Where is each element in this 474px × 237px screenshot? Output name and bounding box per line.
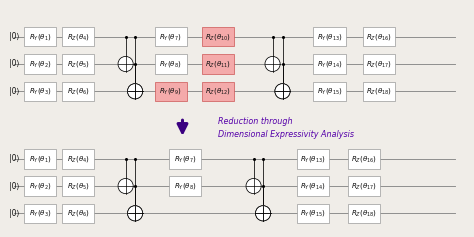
Text: $R_{Y}(\theta_3)$: $R_{Y}(\theta_3)$ (29, 86, 52, 96)
Ellipse shape (128, 84, 143, 99)
Text: $R_{Z}(\theta_{16})$: $R_{Z}(\theta_{16})$ (366, 32, 392, 42)
Text: $R_{Z}(\theta_{12})$: $R_{Z}(\theta_{12})$ (205, 86, 231, 96)
Bar (313, 54, 346, 74)
Bar (62, 27, 94, 46)
Bar (348, 176, 380, 196)
Bar (169, 149, 201, 169)
Bar (348, 149, 380, 169)
Text: $R_{Y}(\theta_2)$: $R_{Y}(\theta_2)$ (29, 181, 52, 191)
Bar (62, 149, 94, 169)
Bar (297, 204, 329, 223)
Text: $R_{Y}(\theta_{13})$: $R_{Y}(\theta_{13})$ (300, 154, 326, 164)
Text: $R_{Y}(\theta_{13})$: $R_{Y}(\theta_{13})$ (317, 32, 342, 42)
Bar (24, 204, 56, 223)
Bar (297, 149, 329, 169)
Text: $R_{Z}(\theta_6)$: $R_{Z}(\theta_6)$ (67, 86, 90, 96)
Ellipse shape (128, 84, 143, 99)
Bar (62, 204, 94, 223)
Text: |0⟩: |0⟩ (9, 87, 19, 96)
Text: $R_{Z}(\theta_5)$: $R_{Z}(\theta_5)$ (67, 59, 90, 69)
Bar (24, 149, 56, 169)
Text: $R_{Z}(\theta_5)$: $R_{Z}(\theta_5)$ (67, 181, 90, 191)
Bar (313, 27, 346, 46)
Bar (363, 27, 395, 46)
Bar (24, 54, 56, 74)
Text: $R_{Z}(\theta_{17})$: $R_{Z}(\theta_{17})$ (366, 59, 392, 69)
Ellipse shape (255, 206, 271, 221)
Text: $R_{Z}(\theta_4)$: $R_{Z}(\theta_4)$ (67, 32, 90, 42)
Bar (155, 82, 187, 101)
Bar (24, 82, 56, 101)
Text: $R_{Y}(\theta_3)$: $R_{Y}(\theta_3)$ (29, 208, 52, 218)
Ellipse shape (118, 178, 133, 194)
Text: $R_{Z}(\theta_{16})$: $R_{Z}(\theta_{16})$ (351, 154, 377, 164)
Text: |0⟩: |0⟩ (9, 59, 19, 68)
Bar (202, 27, 234, 46)
Text: |0⟩: |0⟩ (9, 182, 19, 191)
Text: $R_{Z}(\theta_{18})$: $R_{Z}(\theta_{18})$ (366, 86, 392, 96)
Bar (169, 176, 201, 196)
Bar (348, 204, 380, 223)
Bar (363, 54, 395, 74)
Text: $R_{Z}(\theta_{10})$: $R_{Z}(\theta_{10})$ (205, 32, 231, 42)
Text: $R_{Y}(\theta_8)$: $R_{Y}(\theta_8)$ (173, 181, 196, 191)
Text: $R_{Y}(\theta_7)$: $R_{Y}(\theta_7)$ (159, 32, 182, 42)
Bar (24, 27, 56, 46)
Text: $R_{Y}(\theta_{15})$: $R_{Y}(\theta_{15})$ (300, 208, 326, 218)
Text: $R_{Z}(\theta_4)$: $R_{Z}(\theta_4)$ (67, 154, 90, 164)
Text: |0⟩: |0⟩ (9, 209, 19, 218)
Text: Reduction through
Dimensional Expressivity Analysis: Reduction through Dimensional Expressivi… (218, 117, 354, 139)
Bar (202, 54, 234, 74)
Text: $R_{Y}(\theta_2)$: $R_{Y}(\theta_2)$ (29, 59, 52, 69)
Ellipse shape (118, 56, 133, 72)
Bar (62, 82, 94, 101)
Text: $R_{Y}(\theta_{14})$: $R_{Y}(\theta_{14})$ (300, 181, 326, 191)
Ellipse shape (275, 84, 290, 99)
Bar (155, 54, 187, 74)
Ellipse shape (275, 84, 290, 99)
Text: $R_{Z}(\theta_{18})$: $R_{Z}(\theta_{18})$ (351, 208, 377, 218)
Bar (313, 82, 346, 101)
Bar (202, 82, 234, 101)
Text: $R_{Y}(\theta_9)$: $R_{Y}(\theta_9)$ (159, 86, 182, 96)
Ellipse shape (128, 206, 143, 221)
Text: $R_{Y}(\theta_8)$: $R_{Y}(\theta_8)$ (159, 59, 182, 69)
Text: $R_{Y}(\theta_{14})$: $R_{Y}(\theta_{14})$ (317, 59, 342, 69)
Text: $R_{Y}(\theta_{15})$: $R_{Y}(\theta_{15})$ (317, 86, 342, 96)
Text: |0⟩: |0⟩ (9, 154, 19, 163)
Text: |0⟩: |0⟩ (9, 32, 19, 41)
Bar (62, 176, 94, 196)
Ellipse shape (255, 206, 271, 221)
Ellipse shape (128, 206, 143, 221)
Bar (62, 54, 94, 74)
Ellipse shape (265, 56, 280, 72)
Text: $R_{Y}(\theta_1)$: $R_{Y}(\theta_1)$ (29, 154, 52, 164)
Ellipse shape (246, 178, 261, 194)
Text: $R_{Y}(\theta_7)$: $R_{Y}(\theta_7)$ (173, 154, 196, 164)
Bar (24, 176, 56, 196)
Text: $R_{Y}(\theta_1)$: $R_{Y}(\theta_1)$ (29, 32, 52, 42)
Bar (363, 82, 395, 101)
Bar (155, 27, 187, 46)
Text: $R_{Z}(\theta_{17})$: $R_{Z}(\theta_{17})$ (351, 181, 377, 191)
Text: $R_{Z}(\theta_{11})$: $R_{Z}(\theta_{11})$ (205, 59, 231, 69)
Bar (297, 176, 329, 196)
Text: $R_{Z}(\theta_6)$: $R_{Z}(\theta_6)$ (67, 208, 90, 218)
